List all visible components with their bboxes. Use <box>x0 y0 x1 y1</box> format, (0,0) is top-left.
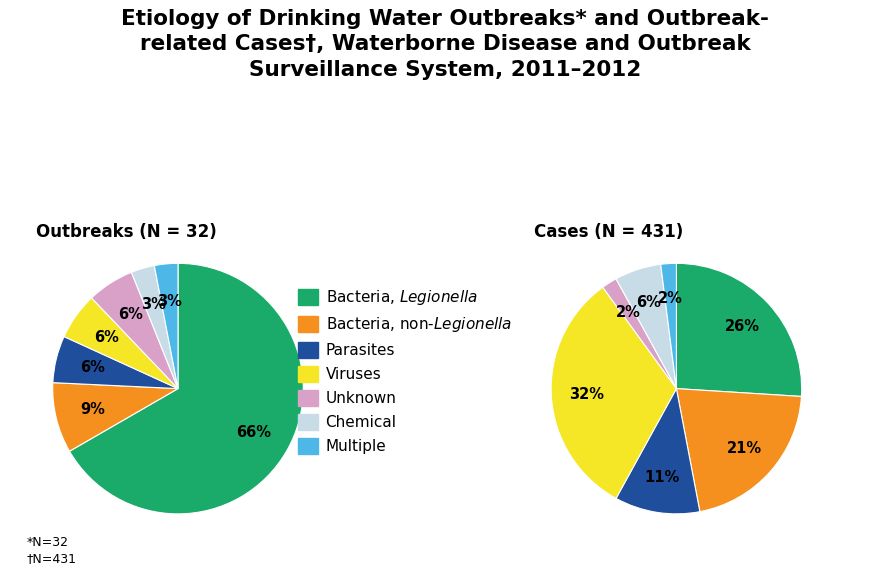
Wedge shape <box>660 263 676 389</box>
Text: 9%: 9% <box>80 402 105 417</box>
Wedge shape <box>64 298 178 389</box>
Text: †N=431: †N=431 <box>27 552 77 565</box>
Text: 26%: 26% <box>724 320 760 334</box>
Text: 11%: 11% <box>644 470 680 485</box>
Text: 6%: 6% <box>118 307 143 322</box>
Text: 3%: 3% <box>141 297 166 312</box>
Wedge shape <box>676 389 801 512</box>
Wedge shape <box>92 272 178 389</box>
Wedge shape <box>676 263 802 397</box>
Legend: Bacteria, $\it{Legionella}$, Bacteria, non-$\it{Legionella}$, Parasites, Viruses: Bacteria, $\it{Legionella}$, Bacteria, n… <box>298 288 512 454</box>
Text: 66%: 66% <box>237 425 271 440</box>
Text: 2%: 2% <box>659 291 684 306</box>
Wedge shape <box>132 266 178 389</box>
Wedge shape <box>53 336 178 389</box>
Text: Cases (N = 431): Cases (N = 431) <box>534 223 684 241</box>
Text: 6%: 6% <box>80 360 105 375</box>
Wedge shape <box>53 383 178 451</box>
Text: 32%: 32% <box>569 387 604 402</box>
Wedge shape <box>69 263 303 514</box>
Wedge shape <box>551 287 676 498</box>
Text: 2%: 2% <box>616 305 641 320</box>
Text: Etiology of Drinking Water Outbreaks* and Outbreak-
related Cases†, Waterborne D: Etiology of Drinking Water Outbreaks* an… <box>121 9 769 80</box>
Wedge shape <box>154 263 178 389</box>
Wedge shape <box>603 279 676 389</box>
Text: *N=32: *N=32 <box>27 536 69 549</box>
Text: 6%: 6% <box>94 330 119 345</box>
Text: 3%: 3% <box>158 294 182 309</box>
Wedge shape <box>616 264 676 389</box>
Text: 21%: 21% <box>726 441 762 456</box>
Text: 6%: 6% <box>636 295 661 310</box>
Wedge shape <box>616 389 700 514</box>
Text: Outbreaks (N = 32): Outbreaks (N = 32) <box>36 223 216 241</box>
